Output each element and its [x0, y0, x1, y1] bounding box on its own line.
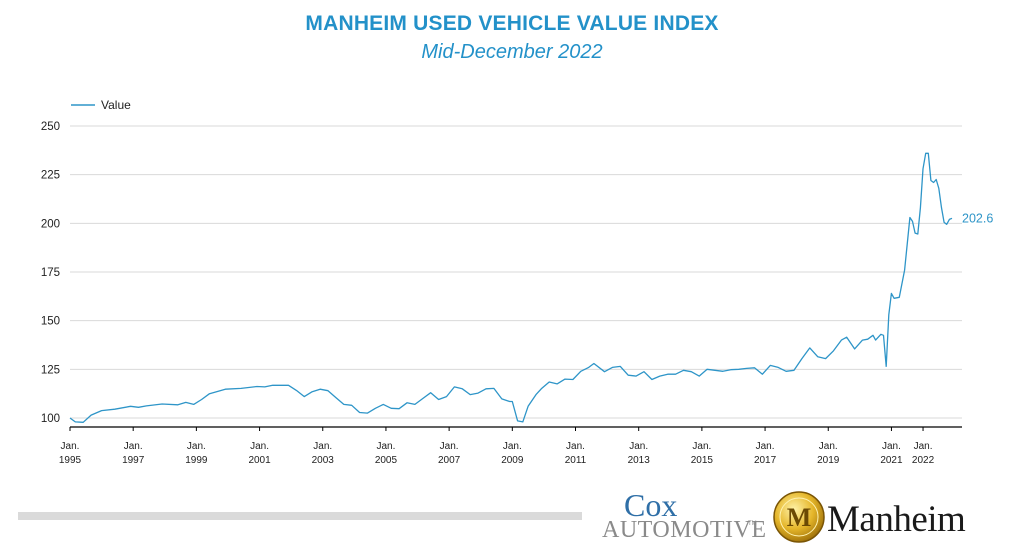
- x-tick-label: Jan.: [629, 441, 648, 452]
- manheim-emblem-icon: M: [773, 491, 825, 543]
- cox-logo-trademark: TM: [748, 521, 757, 527]
- manheim-emblem-letter: M: [787, 503, 812, 532]
- legend: Value: [71, 98, 131, 112]
- x-tick-label: 2019: [817, 455, 840, 466]
- y-tick-label: 125: [41, 364, 60, 376]
- x-tick-label: 2005: [375, 455, 398, 466]
- x-tick-label: 2007: [438, 455, 461, 466]
- x-tick-label: Jan.: [440, 441, 459, 452]
- cox-logo-subword: AUTOMOTIVE: [602, 517, 767, 543]
- chart-title: MANHEIM USED VEHICLE VALUE INDEX: [305, 12, 719, 35]
- gridlines: [70, 125, 962, 419]
- x-tick-label: Jan.: [376, 441, 395, 452]
- manheim-logo: M Manheim: [772, 488, 972, 548]
- x-tick-label: 2021: [880, 455, 903, 466]
- x-tick-label: Jan.: [124, 441, 143, 452]
- x-tick-label: Jan.: [566, 441, 585, 452]
- x-tick-label: Jan.: [313, 441, 332, 452]
- x-tick-label: 2011: [565, 455, 587, 466]
- chart-subtitle: Mid-December 2022: [421, 41, 603, 63]
- x-tick-label: Jan.: [756, 441, 775, 452]
- manheim-logo-word: Manheim: [827, 499, 966, 540]
- y-tick-label: 100: [41, 413, 60, 425]
- legend-label-value: Value: [101, 98, 131, 112]
- y-tick-label: 150: [41, 316, 60, 328]
- x-tick-label: 1995: [59, 455, 82, 466]
- x-tick-label: Jan.: [882, 441, 901, 452]
- series-line-value: [69, 152, 953, 423]
- y-tick-label: 250: [41, 121, 60, 133]
- x-tick-label: 1999: [185, 455, 208, 466]
- y-tick-label: 225: [41, 170, 60, 182]
- x-tick-label: 1997: [122, 455, 145, 466]
- x-tick-label: Jan.: [61, 441, 80, 452]
- x-tick-label: 2003: [312, 455, 335, 466]
- footer-bar: [18, 512, 582, 520]
- cox-automotive-logo: Cox AUTOMOTIVE TM: [598, 487, 766, 546]
- x-tick-label: Jan.: [187, 441, 206, 452]
- x-tick-label: Jan.: [503, 441, 522, 452]
- x-tick-label: 2009: [501, 455, 524, 466]
- x-tick-label: Jan.: [692, 441, 711, 452]
- x-tick-label: Jan.: [914, 441, 933, 452]
- x-tick-label: 2001: [248, 455, 271, 466]
- end-value-label: 202.6: [962, 211, 993, 225]
- x-tick-label: 2022: [912, 455, 935, 466]
- x-tick-label: 2013: [628, 455, 651, 466]
- x-tick-label: Jan.: [819, 441, 838, 452]
- y-tick-label: 175: [41, 267, 60, 279]
- x-tick-label: 2015: [691, 455, 714, 466]
- cox-logo-word: Cox: [624, 487, 678, 523]
- x-tick-label: 2017: [754, 455, 777, 466]
- x-axis-tick-labels: Jan. 1995 Jan. 1997 Jan. 1999 Jan. 2001 Jan. 2003…: [59, 427, 935, 466]
- x-tick-label: Jan.: [250, 441, 269, 452]
- y-axis-tick-labels: 100 125 150 175 200 225 250: [41, 121, 60, 425]
- y-tick-label: 200: [41, 218, 60, 230]
